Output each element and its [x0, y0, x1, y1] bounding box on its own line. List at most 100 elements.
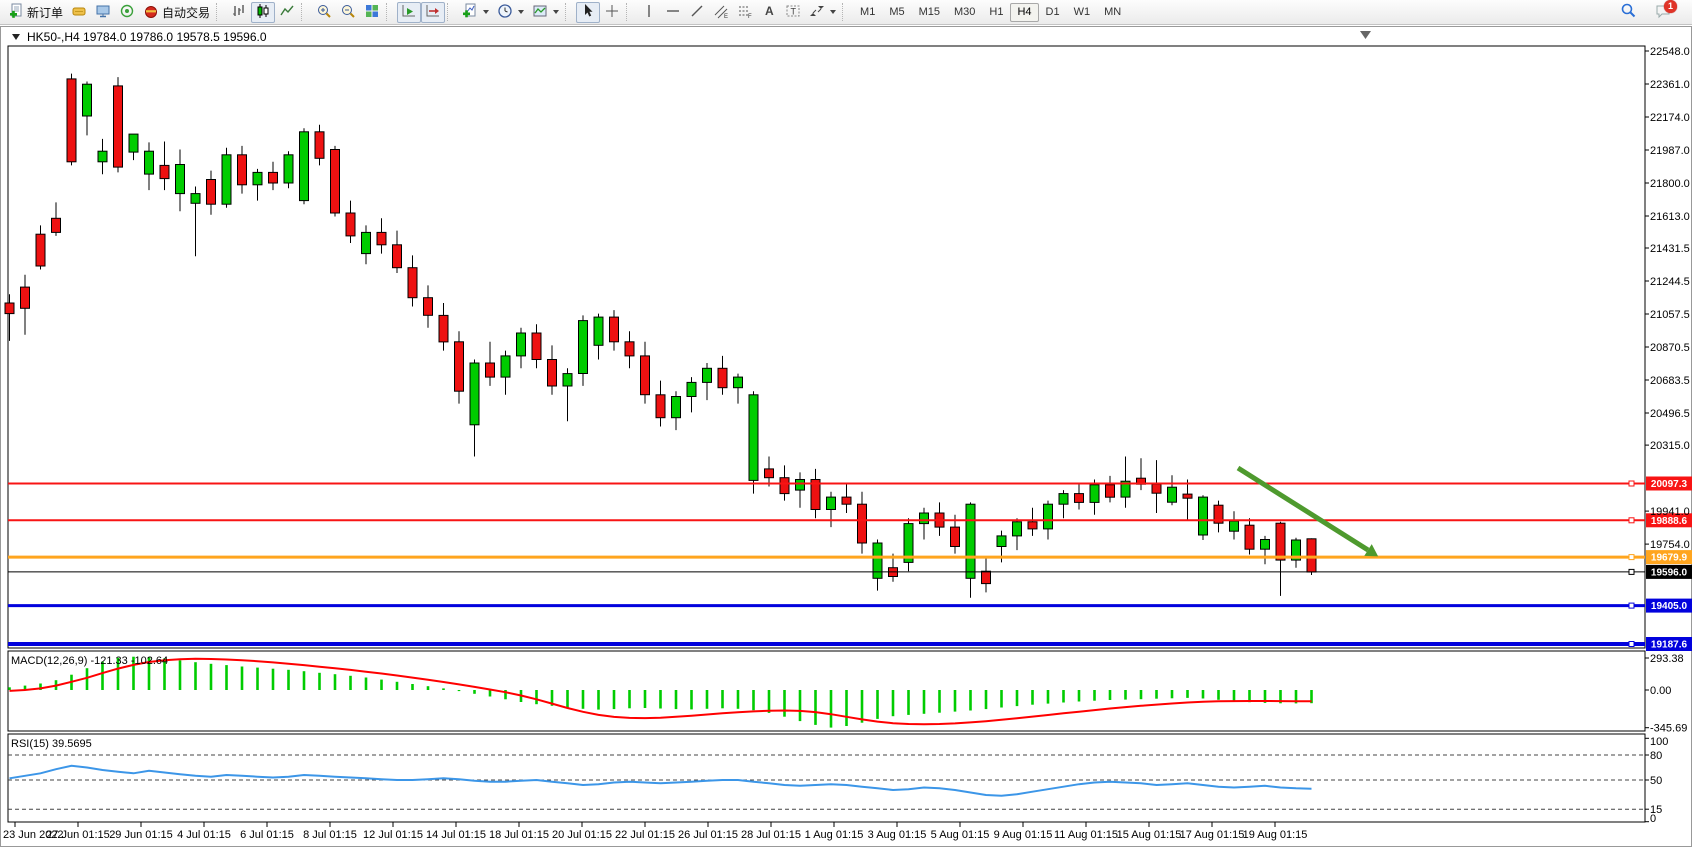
trendline-icon — [689, 3, 705, 22]
candle-body — [361, 231, 371, 255]
price-line-label — [1646, 564, 1692, 579]
periods-button[interactable] — [493, 2, 528, 23]
timeframe-h4-button[interactable]: H4 — [1010, 2, 1039, 22]
candle-body — [268, 171, 278, 184]
svg-text:23 Jun 2022: 23 Jun 2022 — [3, 829, 64, 841]
candle-body — [748, 394, 759, 481]
candle-body — [423, 297, 433, 316]
trend-arrow[interactable] — [1236, 465, 1379, 557]
zoom-out-button[interactable] — [336, 2, 360, 23]
cursor-button[interactable] — [576, 1, 601, 23]
autotrade-label: 自动交易 — [162, 5, 211, 20]
candle-body — [1244, 524, 1255, 550]
auto-scroll-button[interactable] — [397, 1, 422, 23]
notifications-button[interactable]: 1 — [1651, 0, 1677, 23]
svg-text:15: 15 — [1650, 804, 1662, 816]
macd-panel-frame — [7, 650, 1646, 732]
toolbar-separator — [565, 3, 572, 21]
candle-body — [51, 217, 61, 233]
candle-body — [144, 150, 154, 175]
chart-shift-button[interactable] — [421, 1, 446, 23]
timeframe-mn-button[interactable]: MN — [1097, 3, 1128, 22]
signals-button[interactable] — [115, 2, 139, 23]
svg-text:28 Jul 01:15: 28 Jul 01:15 — [741, 829, 801, 841]
crosshair-button[interactable] — [600, 2, 624, 23]
candle-body — [562, 373, 573, 387]
svg-text:293.38: 293.38 — [1650, 653, 1684, 665]
svg-text:F: F — [748, 14, 752, 19]
timeframe-h1-button[interactable]: H1 — [982, 3, 1010, 22]
quotes-button[interactable] — [67, 2, 91, 23]
text-tool-button[interactable]: A — [757, 2, 781, 23]
timeframe-w1-button[interactable]: W1 — [1067, 3, 1098, 22]
candle-body — [1198, 496, 1208, 536]
svg-text:20496.5: 20496.5 — [1650, 408, 1690, 420]
timeframe-m5-button[interactable]: M5 — [882, 3, 911, 22]
auto-scroll-icon — [401, 3, 417, 22]
navigator-button[interactable] — [91, 2, 115, 23]
svg-text:3 Aug 01:15: 3 Aug 01:15 — [868, 829, 927, 841]
fibonacci-tool-button[interactable]: F — [733, 2, 757, 23]
chevron-down-icon — [830, 10, 837, 14]
candle-body — [190, 193, 201, 204]
svg-text:15 Aug 01:15: 15 Aug 01:15 — [1117, 829, 1182, 841]
tile-windows-icon — [364, 3, 380, 22]
svg-text:T: T — [791, 6, 797, 16]
line-handle[interactable] — [1628, 602, 1635, 609]
candle-body — [1027, 521, 1038, 530]
rsi-label: RSI(15) 39.5695 — [11, 738, 92, 750]
candle-body — [1012, 521, 1022, 537]
price-line-label — [1646, 513, 1692, 528]
line-handle[interactable] — [1628, 554, 1635, 561]
timeframe-d1-button[interactable]: D1 — [1039, 3, 1067, 22]
svg-text:19754.0: 19754.0 — [1650, 539, 1690, 551]
new-order-button[interactable]: 新订单 — [4, 2, 67, 23]
timeframe-m1-button[interactable]: M1 — [853, 3, 882, 22]
svg-text:-345.69: -345.69 — [1650, 723, 1687, 735]
horizontal-lines[interactable]: 20097.3 19888.6 19679.9 19596.0 19405.0 19187… — [8, 476, 1692, 652]
indicators-button[interactable] — [458, 2, 493, 23]
line-handle[interactable] — [1628, 517, 1635, 524]
candle-body — [717, 367, 728, 389]
candlestick-chart-button[interactable] — [251, 1, 276, 23]
one-click-panel-toggle-icon[interactable] — [12, 34, 20, 40]
templates-button[interactable] — [528, 2, 563, 23]
candle-body — [593, 316, 604, 346]
candle-body — [20, 286, 30, 309]
candle-body — [500, 355, 511, 378]
zoom-in-button[interactable] — [312, 2, 336, 23]
candle-body — [345, 212, 356, 237]
candle-body — [655, 394, 666, 419]
candle-body — [35, 233, 46, 267]
candle-body — [454, 341, 464, 392]
autotrade-button[interactable]: 自动交易 — [139, 2, 214, 23]
toolbar-separator — [386, 3, 393, 21]
svg-text:19888.6: 19888.6 — [1651, 516, 1688, 527]
tile-windows-button[interactable] — [360, 2, 384, 23]
candle-body — [624, 341, 635, 357]
line-chart-button[interactable] — [275, 2, 299, 23]
candle-body — [82, 83, 92, 117]
bar-chart-button[interactable] — [227, 2, 251, 23]
rsi-line — [9, 764, 1312, 797]
line-handle[interactable] — [1628, 568, 1635, 575]
vertical-line-tool-button[interactable] — [637, 2, 661, 23]
chart-shift-marker[interactable] — [1360, 31, 1371, 39]
channel-tool-button[interactable]: E — [709, 2, 733, 23]
timeframe-m30-button[interactable]: M30 — [947, 3, 982, 22]
candle-body — [1213, 504, 1224, 524]
search-button[interactable] — [1616, 2, 1641, 23]
line-handle[interactable] — [1628, 641, 1635, 647]
trendline-tool-button[interactable] — [685, 2, 709, 23]
horizontal-line-tool-button[interactable] — [661, 2, 685, 23]
arrows-tool-button[interactable] — [805, 2, 840, 23]
candle-body — [314, 131, 325, 159]
line-handle[interactable] — [1628, 480, 1635, 487]
text-label-tool-button[interactable]: T — [781, 2, 805, 23]
candle-body — [1151, 483, 1162, 494]
timeframe-m15-button[interactable]: M15 — [912, 3, 947, 22]
svg-text:22 Jul 01:15: 22 Jul 01:15 — [615, 829, 675, 841]
candle-body — [981, 570, 991, 585]
